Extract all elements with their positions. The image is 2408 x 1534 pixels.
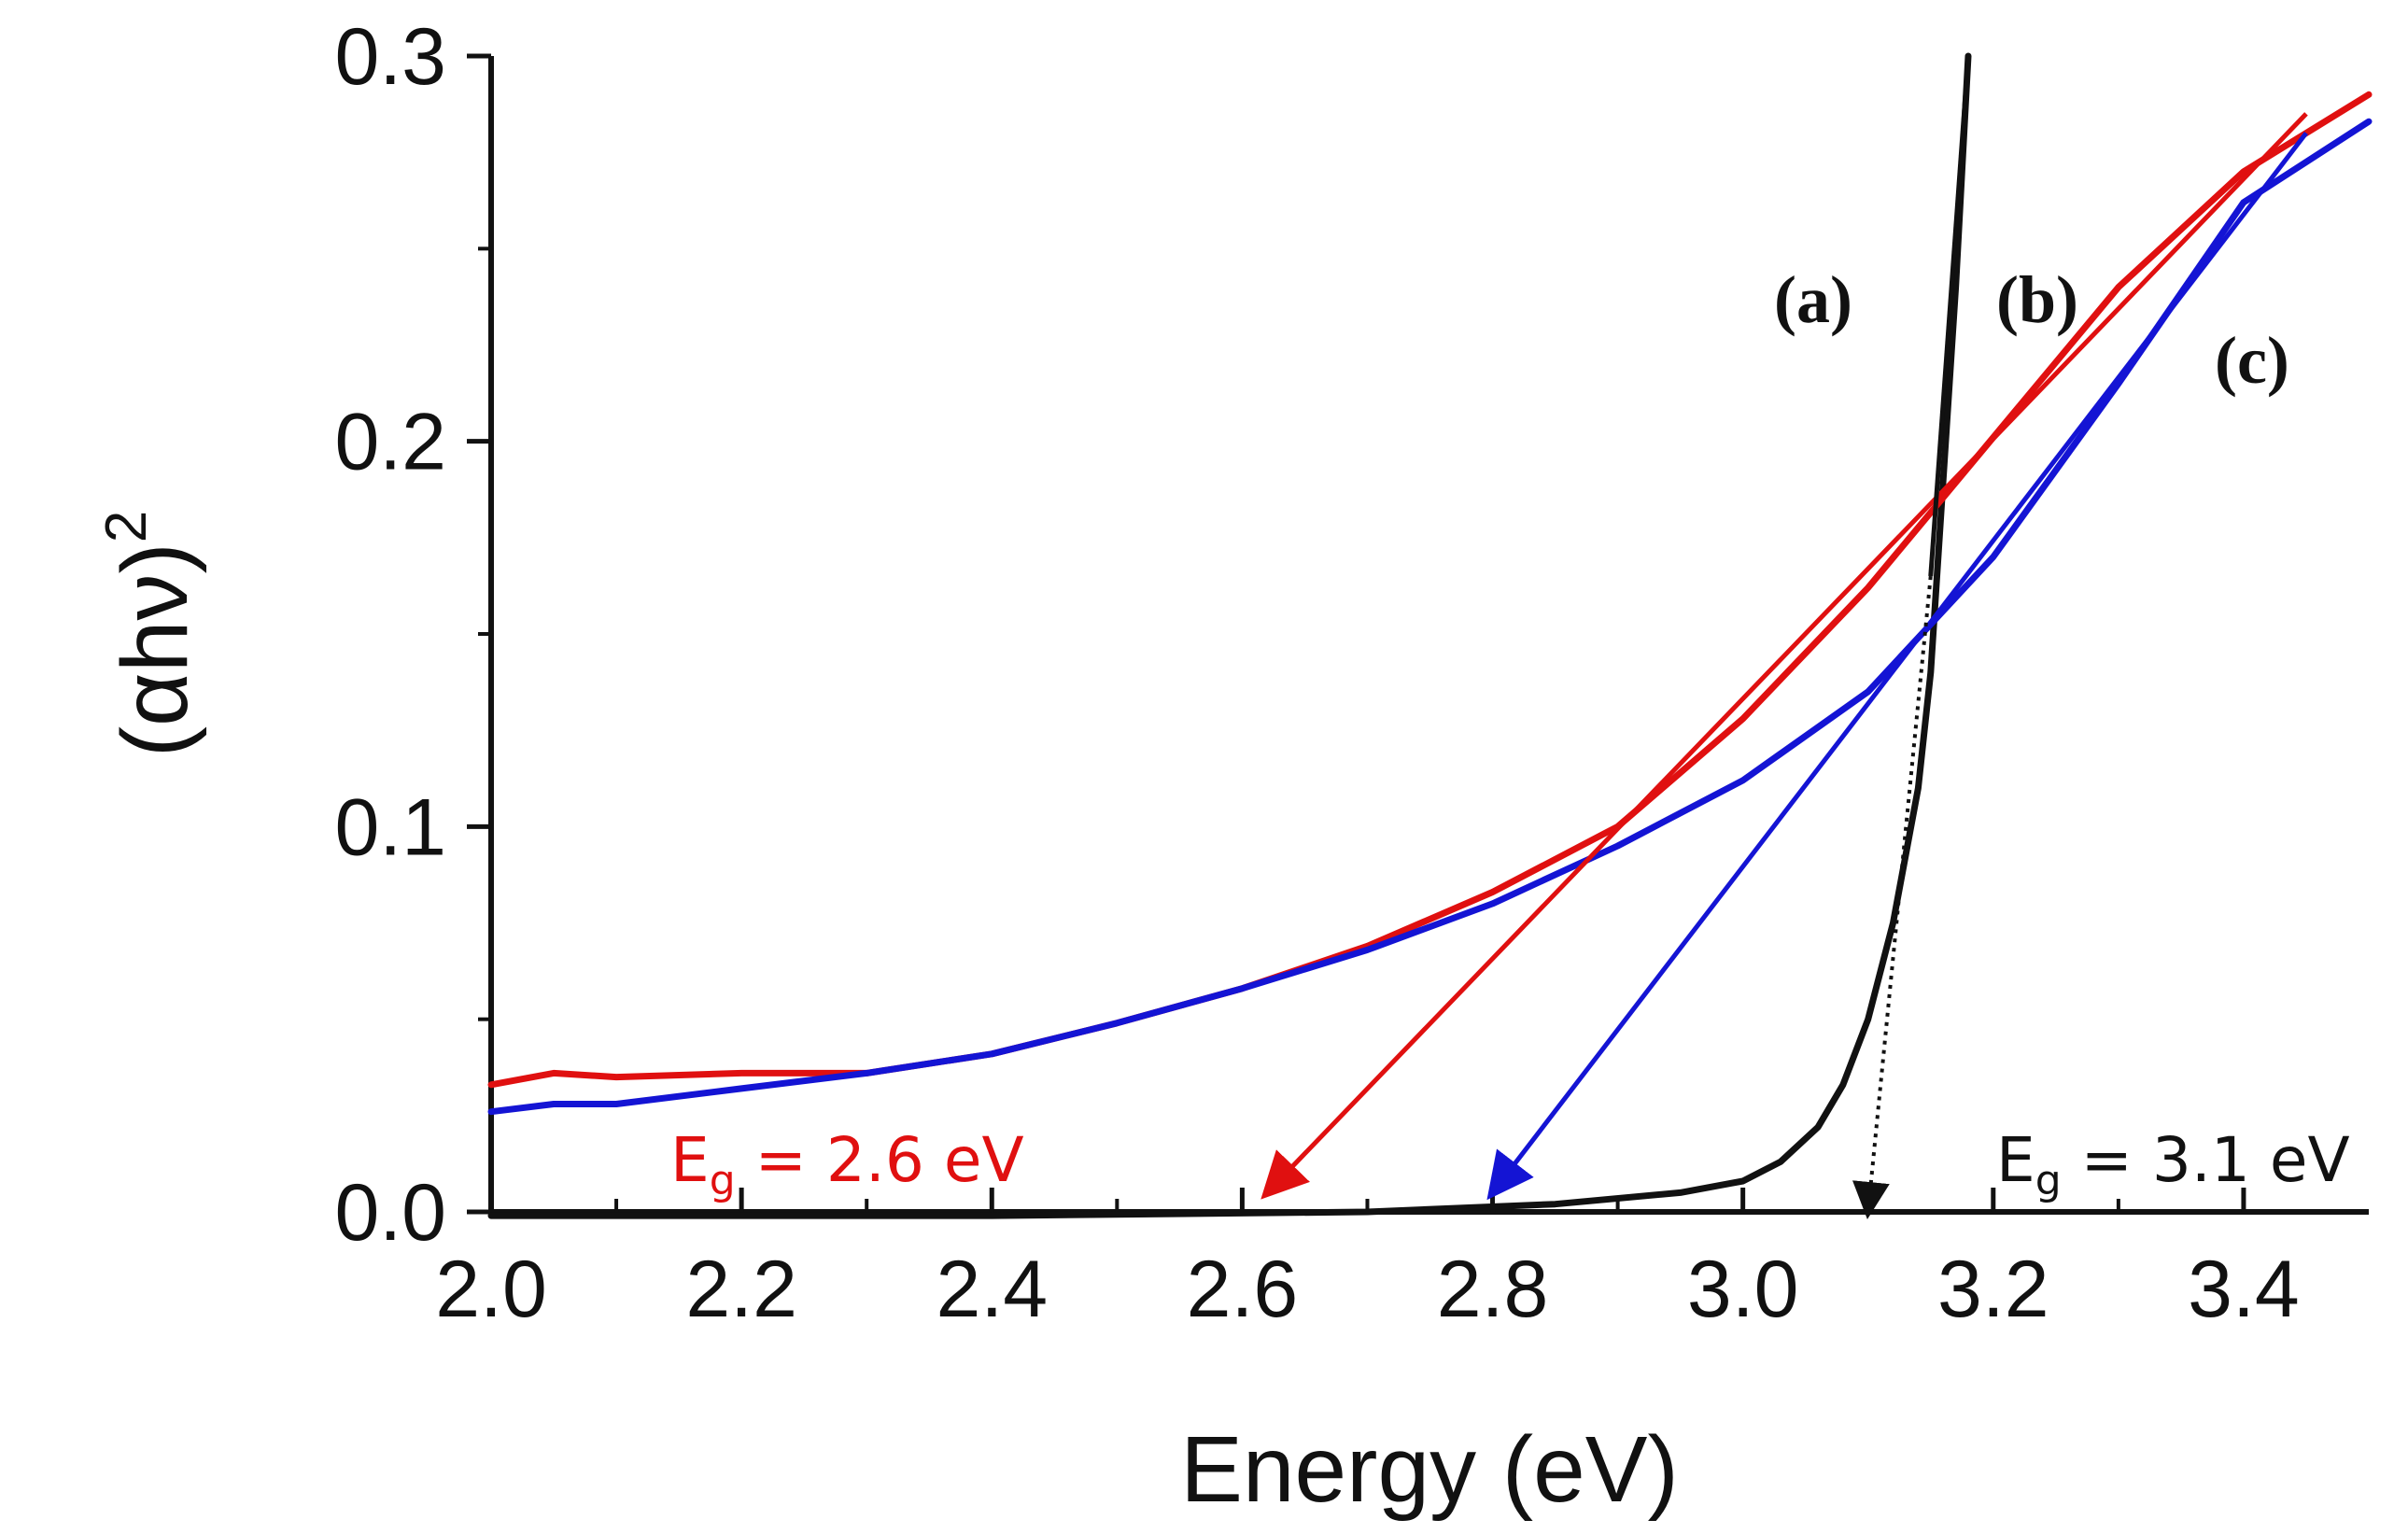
fit-lines xyxy=(1260,55,2308,1219)
y-tick-label: 0.1 xyxy=(334,782,446,872)
y-tick-label: 0.2 xyxy=(334,398,446,487)
curve-label-c: (c) xyxy=(2215,323,2289,398)
axis-ticks xyxy=(467,53,2246,1215)
x-tick-label: 2.2 xyxy=(685,1245,797,1334)
eg-red-annotation: Eg = 2.6 eV xyxy=(670,1124,1024,1204)
fit-line-3 xyxy=(1928,55,1971,577)
x-tick-label: 3.2 xyxy=(1937,1245,2049,1334)
x-tick-label: 2.8 xyxy=(1437,1245,1549,1334)
x-tick-label: 3.0 xyxy=(1687,1245,1799,1334)
y-axis-title-superscript: 2 xyxy=(94,511,159,542)
x-tick-label: 2.6 xyxy=(1187,1245,1299,1334)
fit-line-4 xyxy=(1852,575,1933,1219)
fit-line-1 xyxy=(1260,112,2308,1200)
data-series xyxy=(487,52,2373,1219)
series-line-a xyxy=(487,52,1972,1219)
eg-red-rest: = 2.6 eV xyxy=(736,1124,1024,1196)
svg-text:(αhν)2: (αhν)2 xyxy=(94,511,207,758)
y-axis-title: (αhν) xyxy=(103,542,207,757)
eg-black-sub: g xyxy=(2035,1157,2062,1204)
eg-red-main: E xyxy=(670,1124,710,1196)
eg-red-sub: g xyxy=(710,1157,736,1204)
series-line-b xyxy=(487,91,2373,1089)
x-tick-label: 3.4 xyxy=(2188,1245,2300,1334)
series-line-c xyxy=(487,118,2373,1116)
fit-line-2 xyxy=(1486,132,2308,1201)
axis-tick-labels: 2.0 2.2 2.4 2.6 2.8 3.0 3.2 3.4 0.0 0.1 0.2 0.3 xyxy=(334,12,2299,1334)
eg-black-annotation: Eg = 3.1 eV xyxy=(1996,1124,2350,1204)
eg-black-main: E xyxy=(1996,1124,2035,1196)
eg-black-rest: = 3.1 eV xyxy=(2062,1124,2350,1196)
x-axis-title: Energy (eV) xyxy=(1180,1417,1679,1522)
curve-label-a: (a) xyxy=(1774,262,1852,337)
x-tick-label: 2.4 xyxy=(936,1245,1048,1334)
y-tick-label: 0.3 xyxy=(334,12,446,102)
curve-label-b: (b) xyxy=(1996,262,2078,337)
x-tick-label: 2.0 xyxy=(435,1245,547,1334)
y-axis-title-group: (αhν)2 xyxy=(94,511,207,758)
y-tick-label: 0.0 xyxy=(334,1168,446,1258)
